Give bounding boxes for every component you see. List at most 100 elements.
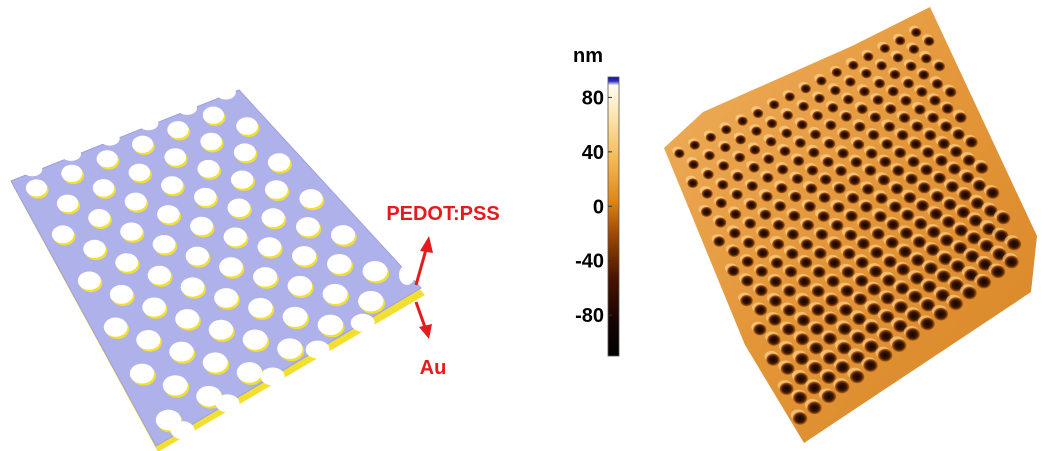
afm-pore	[880, 291, 896, 306]
afm-pore	[848, 174, 862, 187]
afm-pore	[932, 172, 947, 185]
hole	[193, 187, 217, 207]
afm-pore	[909, 138, 923, 150]
edge-notch	[177, 100, 198, 115]
afm-pore	[757, 227, 771, 240]
afm-pore	[960, 171, 975, 184]
hole	[196, 385, 222, 407]
hole	[109, 284, 134, 304]
schematic-bilayer: PEDOT:PSS Au	[10, 85, 500, 451]
afm-pore	[873, 78, 886, 89]
afm-pore	[793, 371, 809, 386]
afm-pore	[712, 235, 726, 248]
hole	[236, 362, 263, 383]
afm-pore	[780, 342, 796, 357]
afm-pore	[759, 209, 772, 221]
afm-pore	[838, 129, 851, 141]
afm-pore	[966, 231, 982, 246]
afm-pore	[852, 138, 865, 151]
afm-pore	[942, 198, 958, 212]
colorbar-tick-label: 0	[593, 196, 604, 218]
afm-pore	[886, 218, 901, 231]
afm-pore	[754, 284, 769, 297]
down-arrow	[414, 301, 432, 339]
afm-pore	[827, 256, 842, 270]
afm-pore	[766, 118, 778, 129]
edge-notch	[138, 116, 159, 131]
afm-pore	[834, 379, 851, 394]
afm-pore	[806, 381, 823, 395]
afm-pore	[910, 253, 926, 267]
afm-pore	[752, 323, 768, 336]
hole	[219, 257, 243, 277]
afm-pore	[701, 188, 714, 200]
hole	[61, 164, 83, 182]
hole	[223, 227, 247, 247]
afm-pore	[834, 165, 848, 177]
hole	[164, 148, 187, 166]
afm-pore	[854, 274, 870, 288]
afm-pore	[921, 279, 938, 294]
hole	[157, 205, 180, 224]
afm-pore	[828, 238, 843, 251]
afm-pore	[909, 271, 925, 286]
afm-pore	[873, 210, 888, 223]
afm-pore	[844, 76, 857, 88]
hole	[129, 363, 155, 384]
hole	[202, 352, 228, 373]
hole	[180, 277, 205, 297]
afm-pore	[877, 348, 894, 363]
hole	[248, 297, 273, 318]
afm-pore	[834, 360, 851, 375]
afm-pore	[760, 191, 774, 203]
hole	[317, 314, 344, 336]
afm-pore	[734, 134, 747, 145]
edge-notch	[398, 264, 415, 285]
afm-pore	[865, 147, 879, 160]
afm-pore	[862, 358, 879, 373]
afm-pore	[964, 136, 979, 149]
afm-pore	[756, 247, 770, 259]
afm-pore	[784, 265, 798, 278]
afm-pore	[953, 224, 969, 238]
afm-pore	[923, 129, 937, 142]
afm-pore	[826, 275, 841, 288]
afm-pore	[700, 206, 713, 218]
afm-pore	[904, 327, 921, 342]
hole	[327, 254, 352, 274]
afm-pore	[800, 238, 814, 251]
afm-pore	[883, 121, 896, 133]
afm-pore	[912, 235, 927, 249]
afm-pore	[903, 191, 917, 204]
afm-pore	[807, 147, 821, 159]
afm-pore	[815, 228, 829, 241]
afm-pore	[811, 284, 826, 298]
afm-pore	[792, 411, 809, 426]
afm-pore	[768, 275, 783, 288]
afm-pore	[762, 153, 775, 165]
afm-pore	[879, 310, 896, 324]
afm-pore	[939, 120, 953, 133]
afm-pore	[772, 219, 786, 231]
afm-pore	[808, 341, 824, 356]
hole	[152, 234, 176, 254]
afm-pore	[936, 269, 952, 284]
pedot-pss-label: PEDOT:PSS	[386, 203, 499, 225]
afm-pore	[810, 303, 826, 317]
hole	[227, 198, 251, 218]
afm-pore	[792, 390, 809, 405]
afm-pore	[921, 146, 935, 159]
afm-pore	[919, 163, 934, 176]
afm-pore	[822, 351, 838, 366]
edge-notch	[22, 162, 43, 177]
afm-pore	[705, 132, 717, 143]
afm-pore	[881, 273, 897, 288]
afm-pore	[703, 150, 716, 161]
afm-pore	[797, 275, 812, 288]
afm-pore	[812, 265, 827, 279]
afm-pore	[880, 138, 894, 150]
afm-pore	[729, 208, 742, 220]
afm-pore	[900, 208, 915, 222]
hole	[358, 290, 384, 312]
afm-pore	[844, 210, 859, 223]
